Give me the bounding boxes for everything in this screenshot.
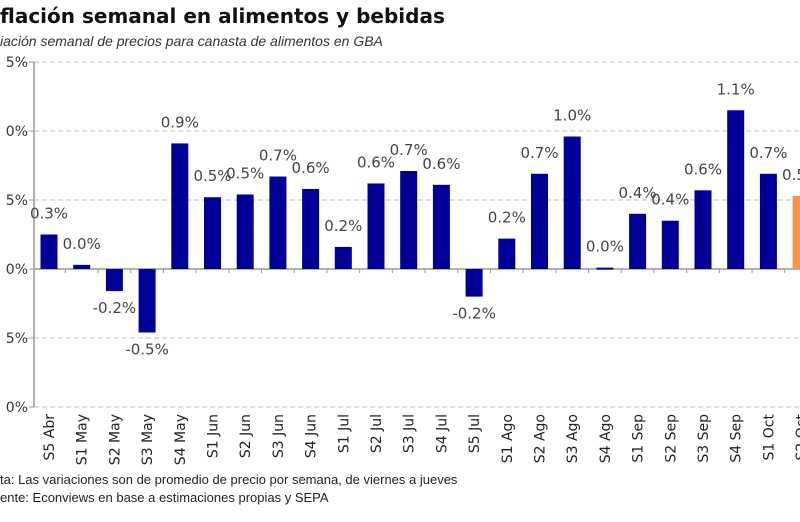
x-tick-label: S4 May [173, 414, 189, 465]
bar [596, 267, 614, 270]
chart-title: flación semanal en alimentos y bebidas [0, 4, 445, 28]
bar [40, 234, 58, 269]
bar [105, 269, 123, 292]
footnote-nota: ta: Las variaciones son de promedio de p… [0, 472, 458, 487]
data-label: 1.1% [717, 80, 755, 98]
x-tick-label: S3 May [140, 414, 156, 465]
y-tick-label: 0% [6, 262, 28, 278]
bar [73, 264, 91, 269]
x-tick-label: S4 Jul [434, 414, 450, 453]
data-label: 0.0% [586, 238, 624, 256]
data-label: 0.6% [422, 155, 460, 173]
y-tick-label: 0% [6, 124, 28, 140]
x-tick-label: S4 Jun [304, 414, 320, 458]
x-tick-label: S1 Jul [336, 414, 352, 453]
footnote-fuente: ente: Econviews en base a estimaciones p… [0, 490, 329, 505]
data-label: 0.5% [193, 167, 231, 185]
bar [367, 183, 385, 269]
bar [204, 197, 221, 269]
data-label: 0.7% [259, 147, 297, 165]
x-tick-label: S3 Ago [565, 414, 581, 463]
bar [334, 246, 352, 269]
data-label: 0.2% [324, 217, 362, 235]
data-label: 0.6% [292, 159, 330, 177]
data-label: -0.2% [452, 305, 496, 323]
data-label: 0.2% [488, 209, 526, 227]
x-tick-label: S2 Sep [663, 414, 679, 463]
x-tick-label: S2 May [107, 414, 123, 465]
y-tick-label: 5% [6, 331, 28, 347]
bar [661, 220, 679, 269]
x-tick-label: S2 Ago [533, 414, 549, 463]
x-tick-label: S3 Sep [696, 414, 712, 463]
x-tick-label: S2 Oct [794, 413, 800, 460]
bar [138, 269, 156, 333]
x-tick-label: S3 Jun [271, 414, 287, 458]
bar [792, 195, 800, 269]
bar [269, 176, 287, 269]
bar [563, 136, 581, 269]
bar [629, 213, 647, 269]
data-label: 0.7% [749, 144, 787, 162]
x-tick-label: S2 Jun [238, 414, 254, 458]
bar [400, 171, 418, 269]
x-tick-label: S2 Jul [369, 414, 385, 453]
data-label: 1.0% [553, 107, 591, 125]
data-label: 0.5% [226, 164, 264, 182]
y-tick-label: 5% [6, 193, 28, 209]
data-label: 0.3% [30, 205, 68, 223]
x-tick-label: S1 Sep [631, 414, 647, 463]
x-tick-label: S1 Oct [761, 413, 777, 460]
x-tick-label: S1 May [75, 414, 91, 465]
y-tick-label: 0% [6, 400, 28, 416]
data-label: -0.5% [125, 340, 169, 358]
data-label: 0.4% [651, 191, 689, 209]
data-label: -0.2% [93, 299, 137, 317]
bar [727, 110, 745, 269]
x-tick-label: S1 Jun [206, 414, 222, 458]
bar [236, 194, 254, 269]
data-label: 0.4% [619, 184, 657, 202]
x-tick-label: S4 Ago [598, 414, 614, 463]
chart-subtitle: iación semanal de precios para canasta d… [0, 33, 383, 49]
bar [171, 143, 189, 269]
x-tick-label: S5 Jul [467, 414, 483, 453]
data-label: 0.0% [63, 235, 101, 253]
bar [694, 190, 712, 269]
bar [432, 184, 450, 269]
data-label: 0.7% [520, 144, 558, 162]
bar [465, 269, 483, 297]
bar [498, 238, 516, 269]
bar [531, 173, 548, 269]
x-tick-label: S3 Jul [402, 414, 418, 453]
data-label: 0.6% [357, 153, 395, 171]
data-label: 0.5% [782, 166, 800, 184]
data-label: 0.6% [684, 160, 722, 178]
x-tick-label: S5 Abr [42, 414, 58, 461]
x-tick-label: S4 Sep [729, 414, 745, 463]
data-label: 0.7% [390, 141, 428, 159]
bar [302, 188, 320, 269]
data-label: 0.9% [161, 113, 199, 131]
bar [759, 173, 777, 269]
x-tick-label: S1 Ago [500, 414, 516, 463]
y-tick-label: 5% [6, 55, 28, 71]
